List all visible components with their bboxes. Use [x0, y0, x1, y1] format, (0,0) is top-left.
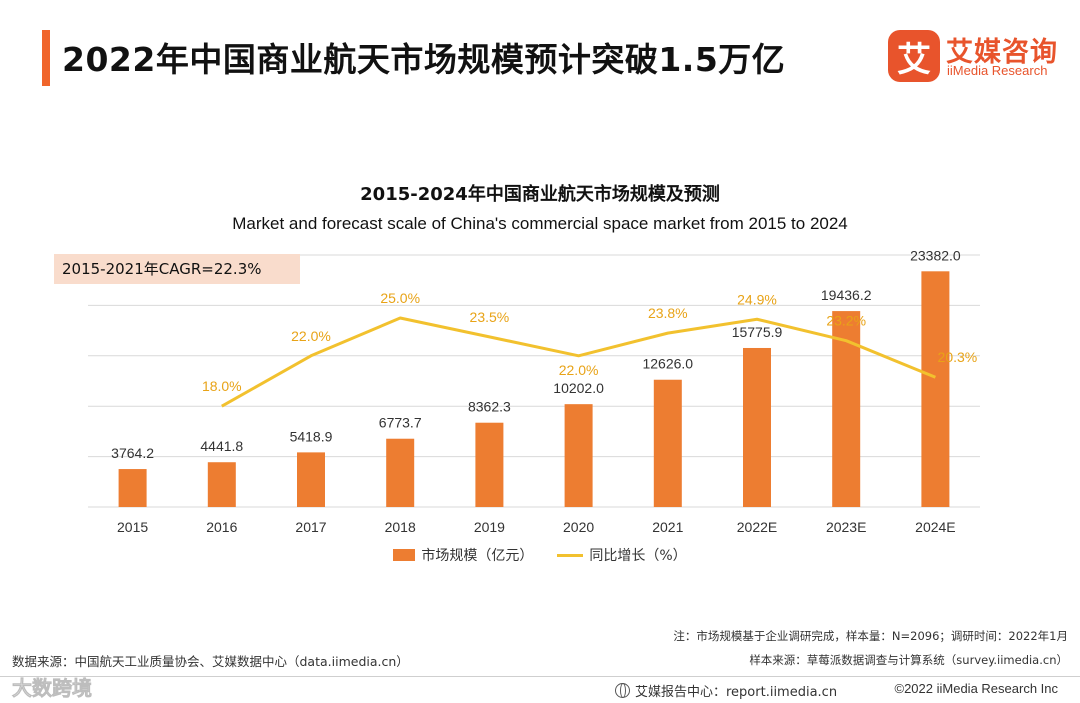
bar-value-label: 15775.9 [732, 324, 783, 340]
legend-item-yoy-growth: 同比增长（%） [557, 545, 687, 565]
bar-value-label: 12626.0 [642, 356, 693, 372]
growth-value-label: 24.9% [737, 291, 777, 307]
bar [475, 422, 504, 507]
x-tick-label: 2023E [826, 519, 866, 535]
growth-value-label: 20.3% [938, 349, 978, 365]
globe-icon [615, 683, 630, 698]
growth-line [221, 316, 936, 408]
bar [386, 438, 415, 507]
bar-value-label: 3764.2 [111, 445, 154, 461]
watermark-text: 大数跨境 [12, 676, 93, 701]
page-title: 2022年中国商业航天市场规模预计突破1.5万亿 [62, 40, 786, 79]
bar-value-label: 19436.2 [821, 287, 872, 303]
x-tick-label: 2021 [652, 519, 683, 535]
sample-note: 注：市场规模基于企业调研完成，样本量：N=2096；调研时间：2022年1月 [673, 629, 1068, 643]
bar [653, 379, 682, 507]
sample-source-note: 样本来源：草莓派数据调查与计算系统（survey.iimedia.cn） [749, 653, 1068, 667]
growth-value-label: 23.2% [826, 313, 866, 329]
title-accent-bar [42, 30, 50, 86]
growth-value-label: 18.0% [202, 378, 242, 394]
bar-value-label: 5418.9 [290, 428, 333, 444]
legend-item-market-size: 市场规模（亿元） [393, 545, 533, 565]
footer-report-link[interactable]: 艾媒报告中心：report.iimedia.cn [615, 681, 837, 700]
x-tick-label: 2017 [295, 519, 326, 535]
x-tick-label: 2015 [117, 519, 148, 535]
footer-divider [0, 676, 1080, 677]
x-tick-label: 2016 [206, 519, 237, 535]
bar [921, 271, 950, 507]
x-tick-label: 2019 [474, 519, 505, 535]
brand-logo: 艾 艾媒咨询 iiMedia Research [888, 30, 1068, 84]
bar-value-label: 8362.3 [468, 399, 511, 415]
growth-value-label: 23.5% [470, 309, 510, 325]
bar [118, 469, 147, 507]
legend-bar-swatch [393, 549, 416, 561]
bar-value-label: 6773.7 [379, 415, 422, 431]
growth-value-label: 23.8% [648, 305, 688, 321]
logo-english-name: iiMedia Research [947, 63, 1048, 78]
bar [564, 404, 593, 507]
bar [743, 347, 771, 507]
bar [207, 462, 236, 507]
legend-label-yoy-growth: 同比增长（%） [589, 548, 687, 564]
x-tick-label: 2022E [737, 519, 777, 535]
chart-title: 2015-2024年中国商业航天市场规模及预测 [360, 184, 720, 205]
legend-label-market-size: 市场规模（亿元） [421, 548, 534, 564]
chart-legend: 市场规模（亿元） 同比增长（%） [0, 545, 1080, 565]
logo-mark-icon: 艾 [888, 30, 940, 82]
cagr-annotation: 2015-2021年CAGR=22.3% [54, 254, 300, 284]
growth-value-label: 25.0% [380, 290, 420, 306]
legend-line-swatch [557, 553, 584, 557]
copyright: ©2022 iiMedia Research Inc [894, 681, 1059, 696]
growth-value-label: 22.0% [559, 362, 599, 378]
data-source: 数据来源：中国航天工业质量协会、艾媒数据中心（data.iimedia.cn） [12, 654, 409, 669]
x-tick-label: 2020 [563, 519, 594, 535]
footer-report-text: 艾媒报告中心：report.iimedia.cn [635, 685, 838, 700]
x-tick-label: 2018 [385, 519, 416, 535]
chart-subtitle: Market and forecast scale of China's com… [232, 214, 848, 233]
logo-chinese-name: 艾媒咨询 [946, 37, 1058, 68]
bar-value-label: 4441.8 [200, 438, 243, 454]
x-tick-label: 2024E [915, 519, 955, 535]
bar-value-label: 23382.0 [910, 247, 961, 263]
growth-value-label: 22.0% [291, 328, 331, 344]
bar [297, 452, 325, 507]
bar-value-label: 10202.0 [553, 380, 604, 396]
